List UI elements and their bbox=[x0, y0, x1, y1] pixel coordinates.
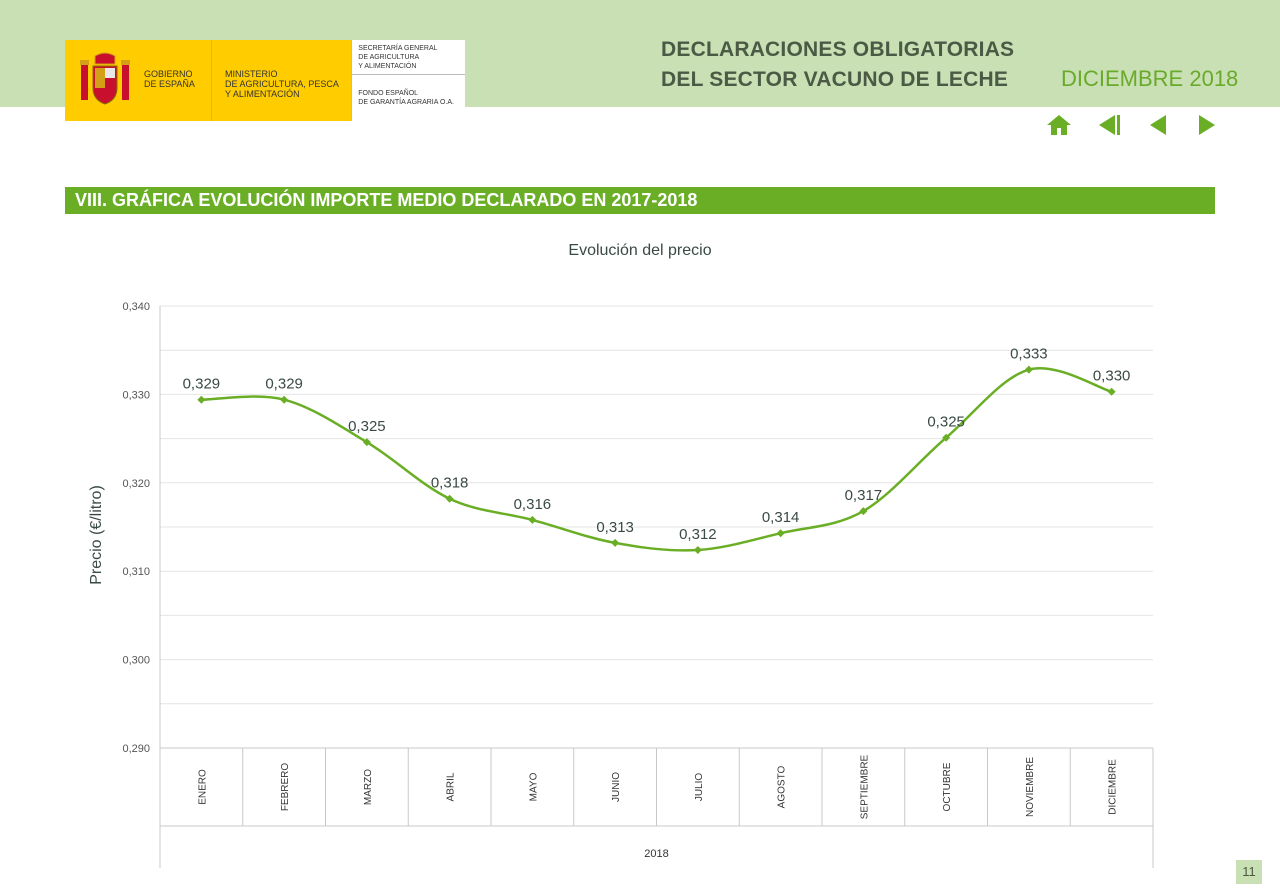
report-title-line2: DEL SECTOR VACUNO DE LECHE bbox=[661, 68, 1009, 91]
home-icon[interactable] bbox=[1046, 113, 1072, 137]
x-tick-label: OCTUBRE bbox=[942, 762, 953, 811]
data-label: 0,316 bbox=[514, 496, 552, 513]
data-point bbox=[942, 433, 951, 442]
y-tick-label: 0,290 bbox=[122, 743, 150, 755]
gobierno-text: GOBIERNO DE ESPAÑA bbox=[144, 69, 195, 89]
data-point bbox=[280, 395, 289, 404]
secretaria-text: SECRETARÍA GENERAL DE AGRICULTURA Y ALIM… bbox=[358, 45, 438, 70]
ministry-logo-panel: GOBIERNO DE ESPAÑA MINISTERIO DE AGRICUL… bbox=[65, 40, 352, 121]
data-point bbox=[611, 538, 620, 547]
next-page-icon[interactable] bbox=[1193, 113, 1219, 137]
data-label: 0,329 bbox=[265, 376, 303, 393]
data-point bbox=[528, 515, 537, 524]
y-tick-label: 0,340 bbox=[122, 301, 150, 313]
agency-logo-panel: SECRETARÍA GENERAL DE AGRICULTURA Y ALIM… bbox=[351, 40, 466, 121]
data-point bbox=[197, 395, 206, 404]
data-point bbox=[1107, 387, 1116, 396]
data-point bbox=[1024, 365, 1033, 374]
data-point bbox=[693, 545, 702, 554]
x-tick-label: DICIEMBRE bbox=[1108, 759, 1119, 815]
previous-page-icon[interactable] bbox=[1146, 113, 1172, 137]
y-tick-label: 0,310 bbox=[122, 566, 150, 578]
data-label: 0,325 bbox=[348, 418, 386, 435]
data-label: 0,314 bbox=[762, 509, 800, 526]
data-point bbox=[776, 529, 785, 538]
government-logo: GOBIERNO DE ESPAÑA MINISTERIO DE AGRICUL… bbox=[65, 40, 466, 121]
fega-text: FONDO ESPAÑOL DE GARANTÍA AGRARIA O.A. bbox=[358, 90, 454, 106]
data-label: 0,313 bbox=[596, 519, 634, 536]
section-title: VIII. GRÁFICA EVOLUCIÓN IMPORTE MEDIO DE… bbox=[75, 190, 698, 210]
x-tick-label: NOVIEMBRE bbox=[1025, 757, 1036, 817]
y-axis-title: Precio (€/litro) bbox=[88, 485, 105, 585]
series-line bbox=[201, 367, 1113, 552]
x-tick-label: MAYO bbox=[528, 772, 539, 801]
x-tick-label: FEBRERO bbox=[280, 763, 291, 812]
coat-of-arms-icon bbox=[80, 52, 130, 105]
x-tick-label: ABRIL bbox=[446, 772, 457, 801]
x-tick-label: AGOSTO bbox=[777, 765, 788, 808]
data-label: 0,330 bbox=[1093, 368, 1131, 385]
data-label: 0,317 bbox=[845, 487, 883, 504]
y-tick-label: 0,300 bbox=[122, 655, 150, 667]
report-period: DICIEMBRE 2018 bbox=[1061, 66, 1239, 91]
x-tick-label: JULIO bbox=[694, 773, 705, 802]
y-tick-label: 0,330 bbox=[122, 389, 150, 401]
x-tick-label: ENERO bbox=[197, 769, 208, 805]
data-label: 0,333 bbox=[1010, 346, 1048, 363]
data-label: 0,329 bbox=[183, 376, 221, 393]
data-point bbox=[362, 438, 371, 447]
data-point bbox=[445, 494, 454, 503]
section-header: VIII. GRÁFICA EVOLUCIÓN IMPORTE MEDIO DE… bbox=[65, 187, 1215, 214]
data-point bbox=[859, 507, 868, 516]
x-tick-label: MARZO bbox=[363, 769, 374, 805]
y-tick-label: 0,320 bbox=[122, 478, 150, 490]
ministerio-text: MINISTERIO DE AGRICULTURA, PESCA Y ALIME… bbox=[225, 69, 339, 99]
chart-title: Evolución del precio bbox=[568, 242, 712, 259]
report-title-line1: DECLARACIONES OBLIGATORIAS bbox=[661, 38, 1015, 61]
data-label: 0,312 bbox=[679, 526, 717, 543]
first-page-icon[interactable] bbox=[1096, 113, 1122, 137]
data-label: 0,318 bbox=[431, 475, 469, 492]
data-label: 0,325 bbox=[927, 414, 965, 431]
page-number: 11 bbox=[1236, 860, 1262, 884]
x-axis-title: 2018 bbox=[644, 848, 668, 860]
x-tick-label: SEPTIEMBRE bbox=[859, 754, 870, 819]
x-tick-label: JUNIO bbox=[611, 772, 622, 802]
